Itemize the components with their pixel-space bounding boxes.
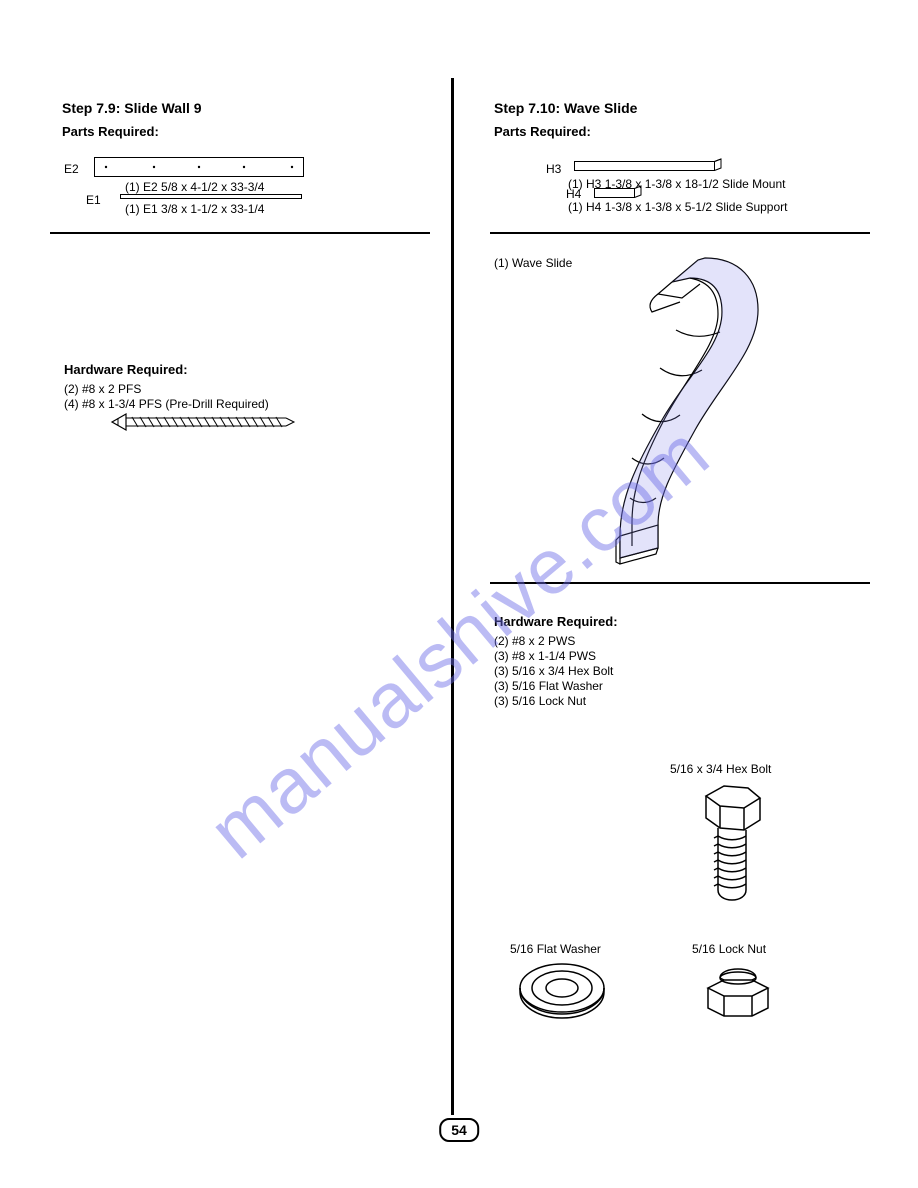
right-hw-item-1: (3) #8 x 1-1/4 PWS [494, 649, 596, 663]
part-h4-key: H4 [586, 200, 601, 214]
part-e2-qty: (1) [125, 180, 140, 194]
hex-bolt-icon [686, 778, 776, 908]
center-divider [451, 78, 454, 1115]
left-hw-item-0: (2) #8 x 2 PFS [64, 382, 141, 396]
part-e1-line: (1) E1 3/8 x 1-1/2 x 33-1/4 [125, 202, 264, 216]
part-h4-line: (1) H4 1-3/8 x 1-3/8 x 5-1/2 Slide Suppo… [568, 200, 787, 214]
label-h4: H4 [566, 187, 581, 201]
right-hw-item-2: (3) 5/16 x 3/4 Hex Bolt [494, 664, 613, 678]
right-hw-item-3: (3) 5/16 Flat Washer [494, 679, 603, 693]
washer-label: 5/16 Flat Washer [510, 942, 601, 956]
right-hr2 [490, 582, 870, 584]
screw-icon [108, 408, 298, 436]
right-hw-title: Hardware Required: [494, 614, 618, 629]
part-e2-desc: 5/8 x 4-1/2 x 33-3/4 [161, 180, 264, 194]
part-h4-desc: 1-3/8 x 1-3/8 x 5-1/2 Slide Support [605, 200, 788, 214]
hexbolt-label: 5/16 x 3/4 Hex Bolt [670, 762, 771, 776]
board-e2 [94, 157, 304, 181]
right-hw-item-4: (3) 5/16 Lock Nut [494, 694, 586, 708]
part-e2-line: (1) E2 5/8 x 4-1/2 x 33-3/4 [125, 180, 264, 194]
part-e1-qty: (1) [125, 202, 140, 216]
label-e1: E1 [86, 193, 101, 207]
part-e1-desc: 3/8 x 1-1/2 x 33-1/4 [161, 202, 264, 216]
left-parts-label: Parts Required: [62, 124, 159, 139]
left-step-label: Step 7.9: Slide Wall 9 [62, 100, 202, 116]
right-step-label: Step 7.10: Wave Slide [494, 100, 637, 116]
part-e2-key: E2 [143, 180, 158, 194]
board-e1 [120, 194, 302, 200]
lock-nut-icon [694, 956, 784, 1034]
part-e1-key: E1 [143, 202, 158, 216]
left-hw-title: Hardware Required: [64, 362, 188, 377]
board-h4 [594, 185, 644, 201]
right-hw-item-0: (2) #8 x 2 PWS [494, 634, 575, 648]
page-number: 54 [439, 1122, 479, 1140]
board-h3 [574, 158, 722, 174]
right-parts-label: Parts Required: [494, 124, 591, 139]
locknut-label: 5/16 Lock Nut [692, 942, 766, 956]
page-number-value: 54 [439, 1118, 479, 1142]
label-h3: H3 [546, 162, 561, 176]
part-h4-qty: (1) [568, 200, 583, 214]
wave-slide-illustration [540, 240, 790, 570]
label-e2: E2 [64, 162, 79, 176]
right-hr1 [490, 232, 870, 234]
flat-washer-icon [512, 958, 612, 1028]
left-hr1 [50, 232, 430, 234]
